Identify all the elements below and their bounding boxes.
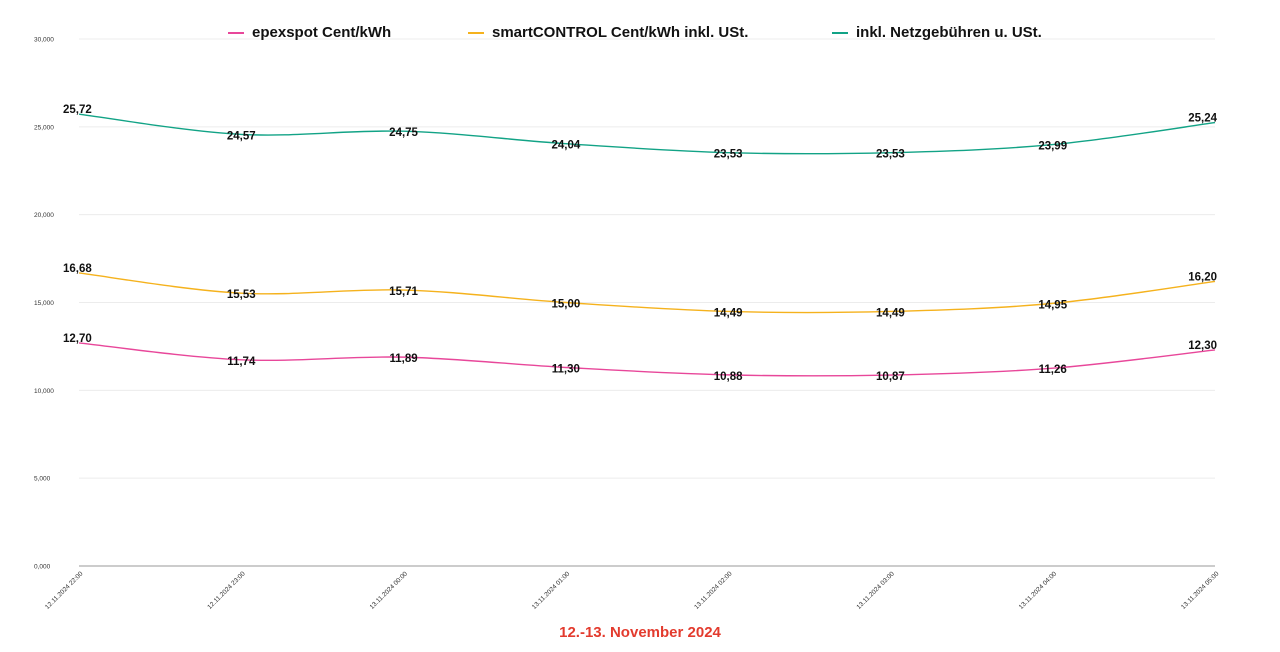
- y-axis-ticks: 0,000 5,000 10,000 15,000 20,000 25,000 30,000: [34, 37, 54, 571]
- chart-title: 12.-13. November 2024: [559, 624, 721, 641]
- data-label: 11,89: [389, 353, 417, 365]
- legend-swatch-netzgebuehren: [832, 31, 848, 34]
- data-label: 23,99: [1038, 141, 1067, 153]
- data-label: 25,24: [1188, 113, 1217, 125]
- data-label: 23,53: [876, 149, 905, 161]
- legend-label-netzgebuehren: inkl. Netzgebühren u. USt.: [856, 24, 1042, 41]
- data-label: 10,87: [876, 371, 905, 383]
- y-tick-label: 15,000: [34, 300, 54, 307]
- y-tick-label: 10,000: [34, 388, 54, 395]
- data-label: 24,75: [389, 127, 418, 139]
- legend-item-netzgebuehren: inkl. Netzgebühren u. USt.: [832, 24, 1042, 41]
- data-label: 23,53: [714, 149, 743, 161]
- data-label: 15,71: [389, 286, 418, 298]
- data-label: 15,00: [551, 299, 580, 311]
- grid-lines: [79, 38, 1215, 479]
- data-label: 24,57: [227, 130, 256, 142]
- data-labels: 12,70 11,74 11,89 11,30 10,88 10,87 11,26 12,30…: [63, 104, 1218, 383]
- y-tick-label: 30,000: [34, 37, 54, 44]
- x-tick-label: 13.11.2024 02:00: [693, 570, 734, 611]
- data-label: 11,74: [227, 356, 256, 368]
- y-tick-label: 20,000: [34, 212, 54, 219]
- data-label: 14,49: [714, 307, 743, 319]
- data-label: 15,53: [227, 289, 256, 301]
- x-tick-label: 13.11.2024 04:00: [1018, 570, 1059, 611]
- legend-label-epexspot: epexspot Cent/kWh: [252, 24, 392, 41]
- legend-label-smartcontrol: smartCONTROL Cent/kWh inkl. USt.: [492, 24, 749, 41]
- data-label: 14,95: [1038, 299, 1067, 311]
- legend-swatch-smartcontrol: [468, 31, 484, 34]
- x-axis: 12.11.2024 22:00 12.11.2024 23:00 13.11.20…: [44, 565, 1221, 611]
- y-tick-label: 0,000: [34, 564, 51, 571]
- x-tick-label: 12.11.2024 23:00: [206, 570, 247, 611]
- data-label: 14,49: [876, 307, 905, 319]
- data-label: 10,88: [714, 371, 743, 383]
- series-line: [78, 342, 1216, 377]
- data-label: 24,04: [551, 140, 580, 152]
- series-line: [78, 113, 1216, 155]
- x-tick-label: 13.11.2024 00:00: [369, 570, 410, 611]
- x-tick-label: 13.11.2024 05:00: [1180, 570, 1221, 611]
- x-tick-label: 13.11.2024 03:00: [855, 570, 896, 611]
- data-label: 16,20: [1188, 271, 1217, 283]
- series-lines: [78, 113, 1216, 377]
- data-label: 16,68: [63, 263, 92, 275]
- legend: epexspot Cent/kWh smartCONTROL Cent/kWh …: [0, 24, 1280, 44]
- y-tick-label: 25,000: [34, 124, 54, 131]
- data-label: 11,26: [1039, 364, 1067, 376]
- legend-swatch-epexspot: [228, 31, 244, 34]
- data-label: 11,30: [552, 363, 580, 375]
- x-tick-label: 13.11.2024 01:00: [531, 570, 572, 611]
- legend-item-smartcontrol: smartCONTROL Cent/kWh inkl. USt.: [468, 24, 748, 41]
- y-tick-label: 5,000: [34, 476, 51, 483]
- legend-item-epexspot: epexspot Cent/kWh: [228, 24, 391, 41]
- x-tick-label: 12.11.2024 22:00: [44, 570, 85, 611]
- series-line: [78, 272, 1216, 314]
- data-label: 25,72: [63, 104, 92, 116]
- data-label: 12,70: [63, 333, 92, 345]
- data-label: 12,30: [1188, 340, 1217, 352]
